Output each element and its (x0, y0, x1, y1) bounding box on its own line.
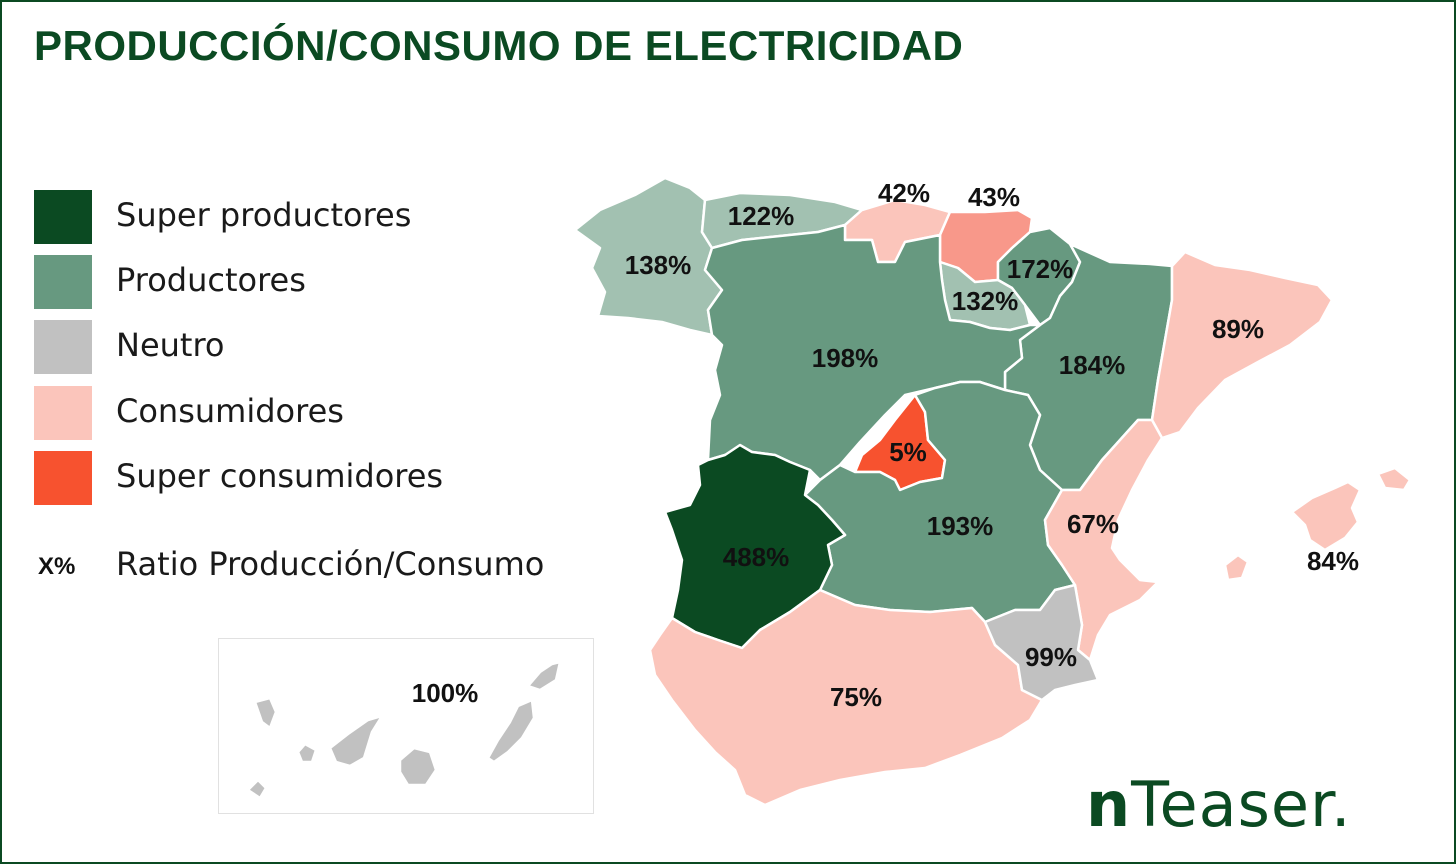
region-canarias (246, 660, 562, 800)
label-navarra: 172% (1007, 254, 1074, 284)
label-extremadura: 488% (723, 542, 790, 572)
brand-logo: nTeaser. (1086, 768, 1352, 841)
legend-swatch-neutro (34, 320, 92, 374)
region-andalucia (648, 588, 1044, 807)
legend-swatch-productores (34, 255, 92, 309)
legend-item-super-productores: Super productores (34, 190, 594, 244)
label-valencia: 67% (1067, 509, 1119, 539)
legend-item-consumidores: Consumidores (34, 386, 594, 440)
label-canarias: 100% (412, 678, 479, 708)
label-cataluna: 89% (1212, 314, 1264, 344)
legend-label-consumidores: Consumidores (116, 392, 344, 430)
region-valencia (1043, 418, 1164, 662)
region-baleares (1223, 466, 1412, 582)
ratio-symbol: X% (38, 553, 76, 580)
label-murcia: 99% (1025, 642, 1077, 672)
legend-label-neutro: Neutro (116, 326, 225, 364)
label-castilla-leon: 198% (812, 343, 879, 373)
canarias-inset (218, 638, 594, 814)
label-castilla-la-mancha: 193% (927, 511, 994, 541)
ratio-label: Ratio Producción/Consumo (116, 545, 545, 583)
legend-item-super-consumidores: Super consumidores (34, 451, 594, 505)
legend-swatch-super-consumidores (34, 451, 92, 505)
label-pais-vasco: 43% (968, 182, 1020, 212)
label-cantabria: 42% (878, 178, 930, 208)
legend-swatch-consumidores (34, 386, 92, 440)
label-madrid: 5% (889, 437, 927, 467)
legend-item-productores: Productores (34, 255, 594, 309)
legend-label-productores: Productores (116, 261, 306, 299)
brand-logo-n: n (1086, 768, 1132, 841)
label-galicia: 138% (625, 250, 692, 280)
label-la-rioja: 132% (952, 286, 1019, 316)
label-andalucia: 75% (830, 682, 882, 712)
brand-logo-rest: Teaser. (1131, 768, 1352, 841)
legend-swatch-super-productores (34, 190, 92, 244)
legend-label-super-consumidores: Super consumidores (116, 457, 444, 495)
region-cataluna (1150, 250, 1334, 440)
label-aragon: 184% (1059, 350, 1126, 380)
figure-title: PRODUCCIÓN/CONSUMO DE ELECTRICIDAD (34, 22, 964, 69)
label-baleares: 84% (1307, 546, 1359, 576)
legend-label-super-productores: Super productores (116, 196, 412, 234)
label-asturias: 122% (728, 201, 795, 231)
legend-item-neutro: Neutro (34, 320, 594, 374)
region-murcia (983, 583, 1100, 702)
